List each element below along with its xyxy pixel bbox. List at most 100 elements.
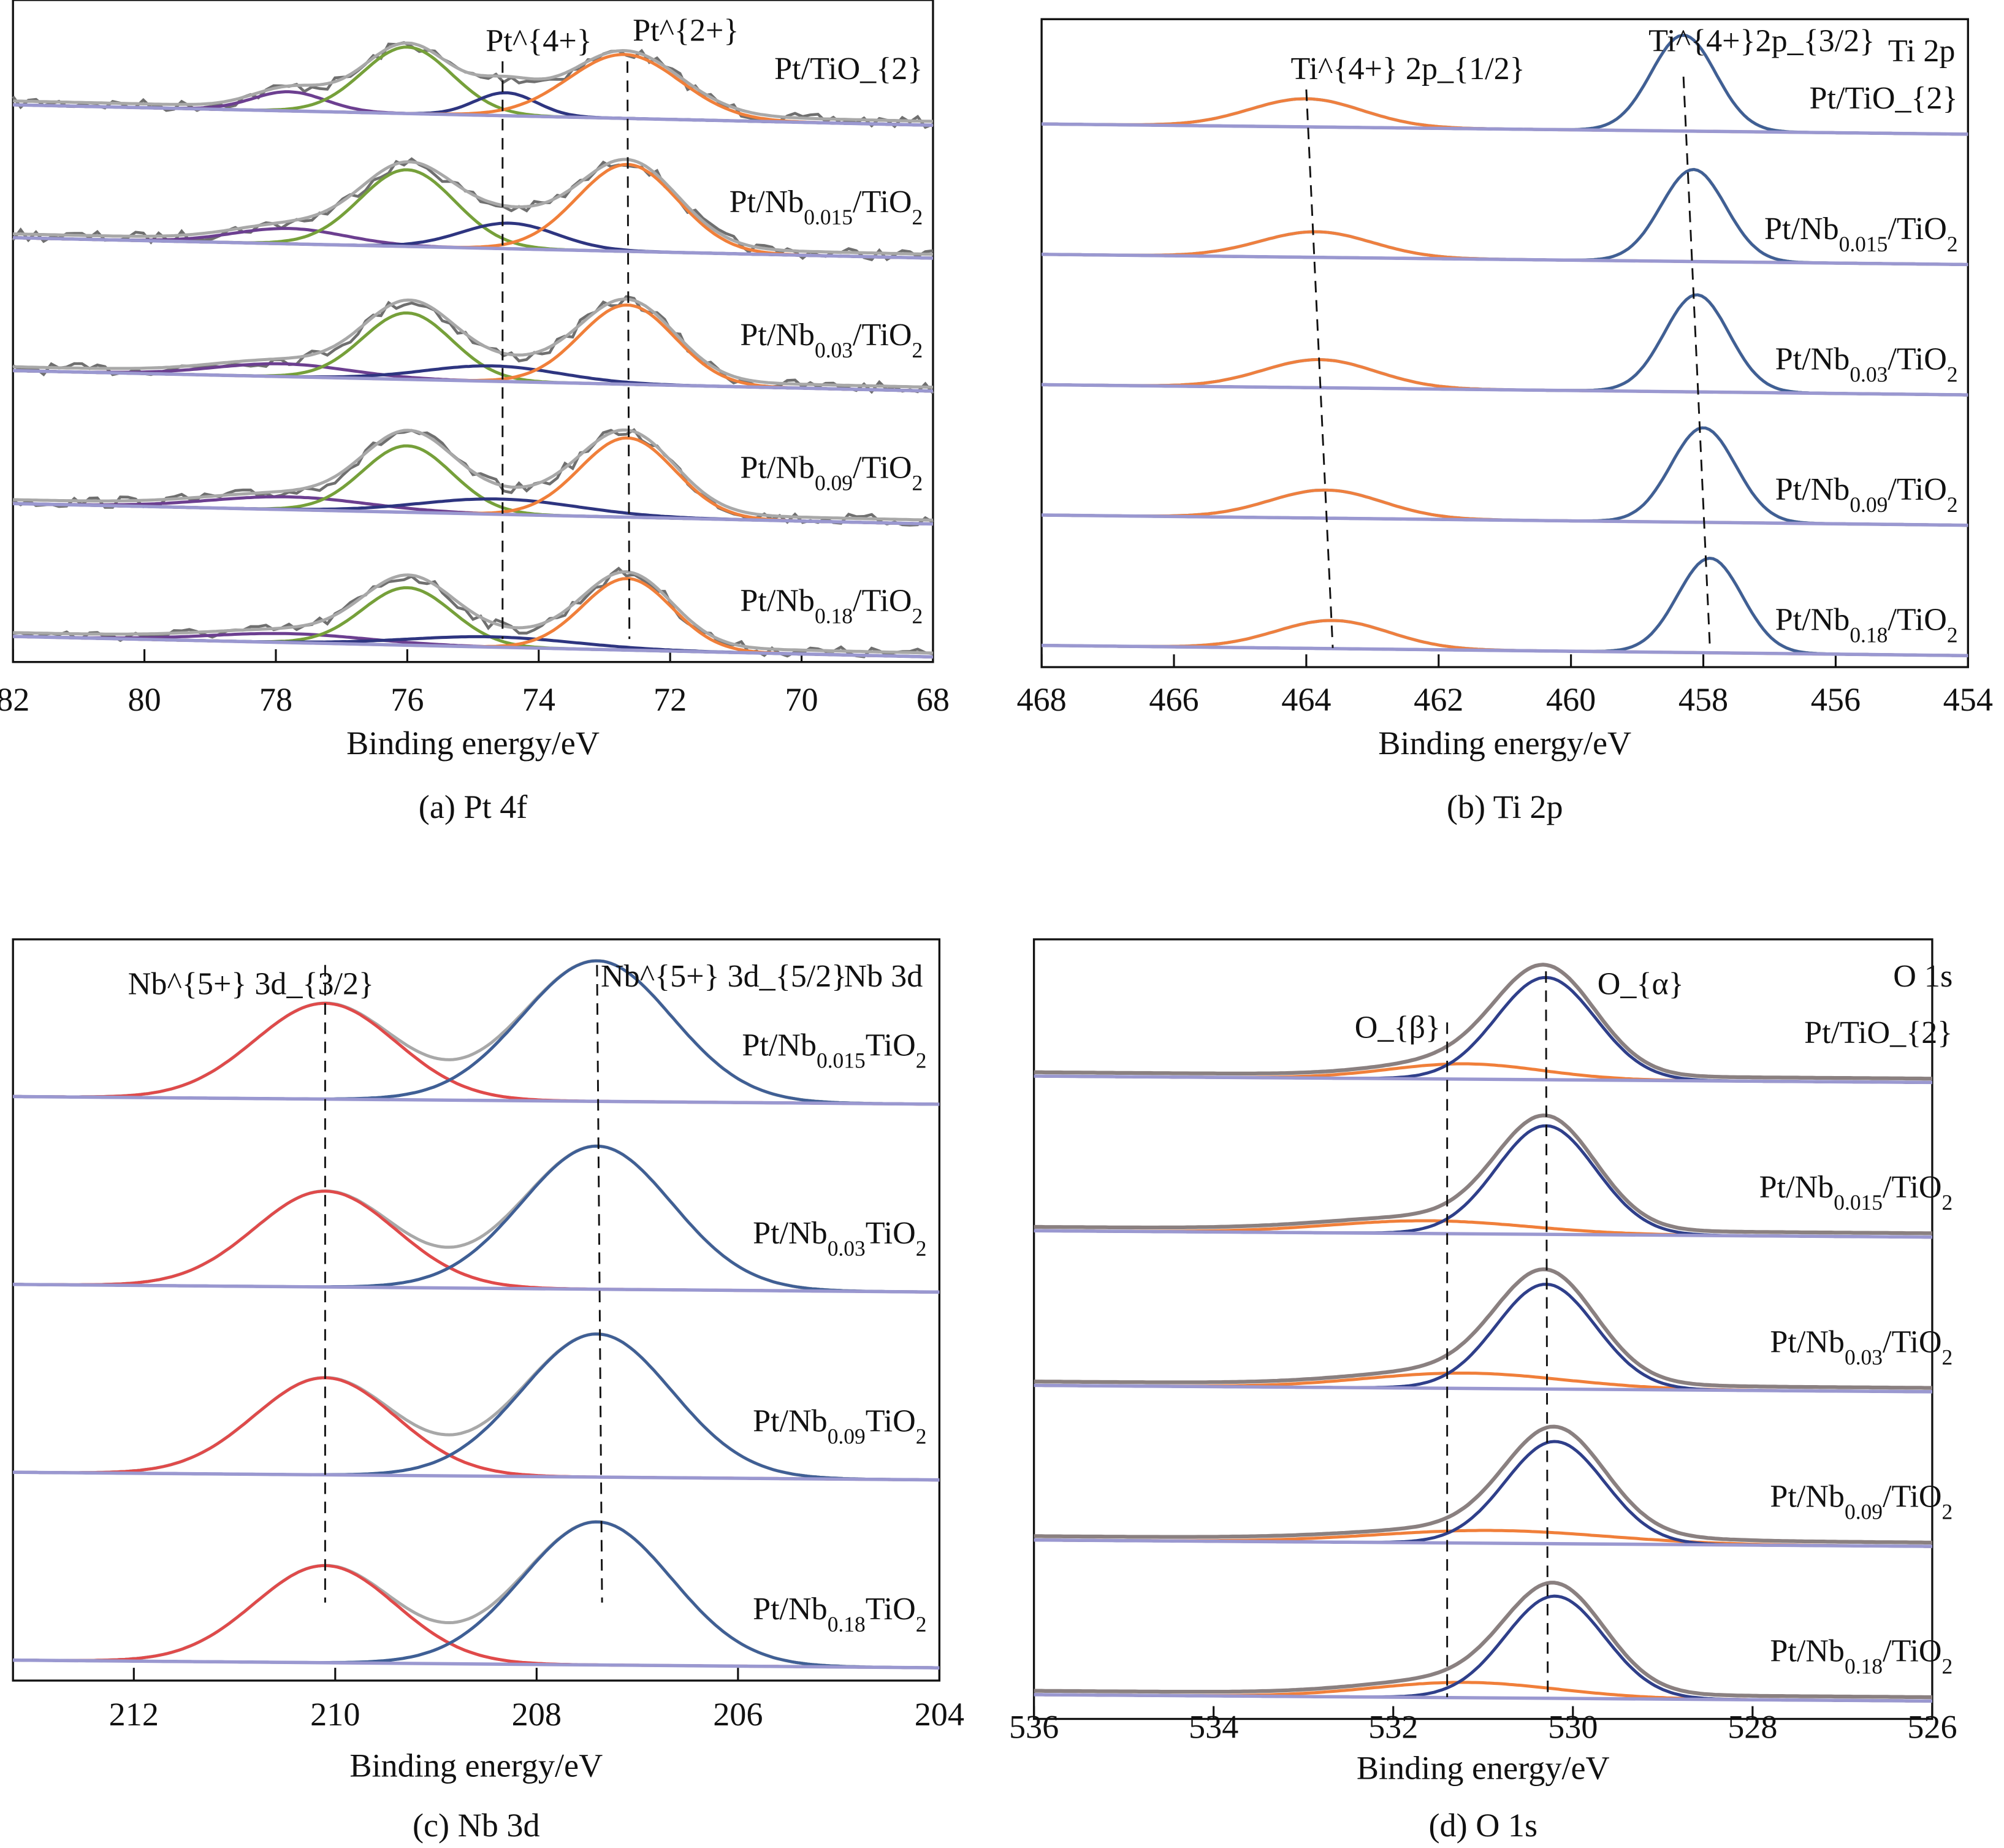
baseline-line bbox=[1042, 122, 1968, 136]
panel-caption: (d) O 1s bbox=[1428, 1807, 1537, 1844]
x-tick-label: 532 bbox=[1368, 1709, 1418, 1746]
baseline-line bbox=[1034, 1538, 1932, 1548]
fit-envelope-line bbox=[13, 570, 934, 655]
sample-label: Pt/Nb0.015TiO2 bbox=[742, 1028, 926, 1073]
plot-frame bbox=[12, 938, 941, 1682]
baseline-line bbox=[13, 1470, 940, 1482]
sample-label: Pt/TiO_{2} bbox=[1810, 81, 1958, 116]
peak-annotation: Pt^{4+} bbox=[486, 23, 592, 58]
peak-guide-dashed-line bbox=[1305, 89, 1334, 648]
fit-envelope-line bbox=[13, 158, 934, 256]
peak-annotation: O 1s bbox=[1893, 959, 1953, 994]
baseline-line bbox=[13, 235, 934, 260]
peak-guide-dashed-line bbox=[1545, 971, 1549, 1698]
spectrum: Pt/TiO_{2} bbox=[1042, 34, 1968, 136]
spectrum: Pt/Nb0.03/TiO2 bbox=[1034, 1267, 1953, 1394]
x-tick-label: 528 bbox=[1728, 1709, 1777, 1746]
spectrum: Pt/Nb0.18/TiO2 bbox=[13, 567, 934, 659]
sample-label: Pt/Nb0.03/TiO2 bbox=[740, 318, 923, 362]
baseline-line bbox=[13, 502, 934, 526]
spectrum: Pt/Nb0.03/TiO2 bbox=[1042, 293, 1968, 397]
x-axis-label: Binding energy/eV bbox=[349, 1747, 603, 1784]
panel-caption: (c) Nb 3d bbox=[413, 1807, 540, 1844]
peak-annotation: Ti^{4+} 2p_{1/2} bbox=[1291, 52, 1525, 86]
fit-envelope-line bbox=[1034, 1267, 1932, 1390]
baseline-line bbox=[1034, 1074, 1932, 1085]
x-tick-label: 78 bbox=[259, 681, 292, 718]
x-tick-label: 80 bbox=[128, 681, 161, 718]
spectrum: Pt/Nb0.18TiO2 bbox=[13, 1520, 940, 1670]
spectrum: Pt/TiO_{2} bbox=[1034, 963, 1953, 1085]
x-tick-label: 458 bbox=[1678, 681, 1728, 718]
sample-label: Pt/Nb0.18/TiO2 bbox=[1775, 603, 1958, 647]
x-tick-label: 212 bbox=[109, 1696, 159, 1733]
peak-annotation: Nb^{5+} 3d_{3/2} bbox=[128, 967, 374, 1002]
x-tick-label: 536 bbox=[1009, 1709, 1059, 1746]
spectrum: Pt/Nb0.09/TiO2 bbox=[12, 428, 934, 527]
baseline-line bbox=[1042, 253, 1968, 267]
sample-label: Pt/Nb0.03/TiO2 bbox=[1770, 1324, 1953, 1369]
sample-label: Pt/Nb0.09/TiO2 bbox=[1775, 472, 1958, 517]
peak-annotation: Ti^{4+}2p_{3/2} bbox=[1648, 23, 1875, 58]
peak-annotation: Nb^{5+} 3d_{5/2} bbox=[601, 959, 847, 994]
peak-annotation: O_{α} bbox=[1598, 967, 1684, 1002]
x-tick-label: 82 bbox=[0, 681, 29, 718]
x-tick-label: 204 bbox=[915, 1696, 964, 1733]
fit-envelope-line bbox=[1034, 1424, 1932, 1544]
spectrum: Pt/Nb0.18/TiO2 bbox=[1034, 1581, 1953, 1703]
spectrum: Pt/Nb0.09TiO2 bbox=[13, 1332, 940, 1482]
peak-annotation: Pt^{2+} bbox=[633, 13, 739, 48]
x-tick-label: 206 bbox=[713, 1696, 763, 1733]
spectrum: Pt/Nb0.09/TiO2 bbox=[1042, 426, 1968, 527]
x-tick-label: 526 bbox=[1907, 1709, 1957, 1746]
baseline-line bbox=[1042, 513, 1968, 527]
baseline-line bbox=[13, 1658, 940, 1670]
x-tick-label: 456 bbox=[1811, 681, 1861, 718]
baseline-line bbox=[1034, 1383, 1932, 1394]
x-tick-label: 70 bbox=[785, 681, 818, 718]
panel-caption: (a) Pt 4f bbox=[419, 788, 528, 825]
plot-frame bbox=[12, 0, 934, 663]
fit-envelope-line bbox=[1034, 1113, 1932, 1235]
sample-label: Pt/Nb0.18/TiO2 bbox=[740, 583, 923, 628]
peak-guide-dashed-line bbox=[1682, 76, 1711, 648]
sample-label: Pt/TiO_{2} bbox=[1804, 1015, 1953, 1050]
x-tick-label: 530 bbox=[1548, 1709, 1598, 1746]
spectrum: Pt/Nb0.09/TiO2 bbox=[1034, 1424, 1953, 1548]
x-axis-label: Binding energy/eV bbox=[346, 725, 600, 762]
panel-d: 536 534 532 530 528 526 Binding energy/eV (d) O… bbox=[1009, 938, 1957, 1844]
plot-frame bbox=[1032, 938, 1934, 1720]
panel-caption: (b) Ti 2p bbox=[1447, 788, 1563, 825]
x-tick-label: 76 bbox=[391, 681, 424, 718]
plot-frame bbox=[1040, 18, 1969, 668]
fit-envelope-line bbox=[1034, 1581, 1932, 1700]
x-tick-label: 68 bbox=[916, 681, 950, 718]
baseline-line bbox=[13, 1283, 940, 1294]
sample-label: Pt/Nb0.18TiO2 bbox=[753, 1592, 926, 1636]
peak-annotation: O_{β} bbox=[1355, 1010, 1441, 1045]
sample-label: Pt/Nb0.09TiO2 bbox=[753, 1403, 926, 1448]
x-tick-label: 464 bbox=[1281, 681, 1331, 718]
fit-envelope-line bbox=[13, 428, 934, 522]
baseline-line bbox=[1034, 1693, 1932, 1703]
baseline-line bbox=[1042, 383, 1968, 397]
spectrum: Pt/TiO_{2} bbox=[12, 40, 934, 129]
sample-label: Pt/Nb0.09/TiO2 bbox=[740, 451, 923, 495]
peak-guide-dashed-line bbox=[627, 61, 631, 640]
x-tick-label: 210 bbox=[310, 1696, 360, 1733]
spectrum: Pt/Nb0.03TiO2 bbox=[13, 1144, 940, 1294]
sample-label: Pt/Nb0.18/TiO2 bbox=[1770, 1634, 1953, 1679]
spectrum: Pt/Nb0.015/TiO2 bbox=[1034, 1113, 1953, 1239]
spectrum: Pt/Nb0.18/TiO2 bbox=[1042, 556, 1968, 657]
baseline-line bbox=[13, 103, 934, 127]
spectrum: Pt/Nb0.015TiO2 bbox=[13, 959, 940, 1106]
fit-envelope-line bbox=[13, 41, 934, 123]
panel-b: 468 466 464 462 460 458 456 454 Binding energy/e… bbox=[1016, 18, 1993, 825]
sample-label: Pt/TiO_{2} bbox=[774, 52, 923, 86]
peak-annotation: Ti 2p bbox=[1888, 34, 1956, 69]
x-tick-label: 468 bbox=[1016, 681, 1066, 718]
x-tick-label: 462 bbox=[1414, 681, 1463, 718]
baseline-line bbox=[1042, 643, 1968, 657]
sample-label: Pt/Nb0.015/TiO2 bbox=[1759, 1170, 1953, 1215]
